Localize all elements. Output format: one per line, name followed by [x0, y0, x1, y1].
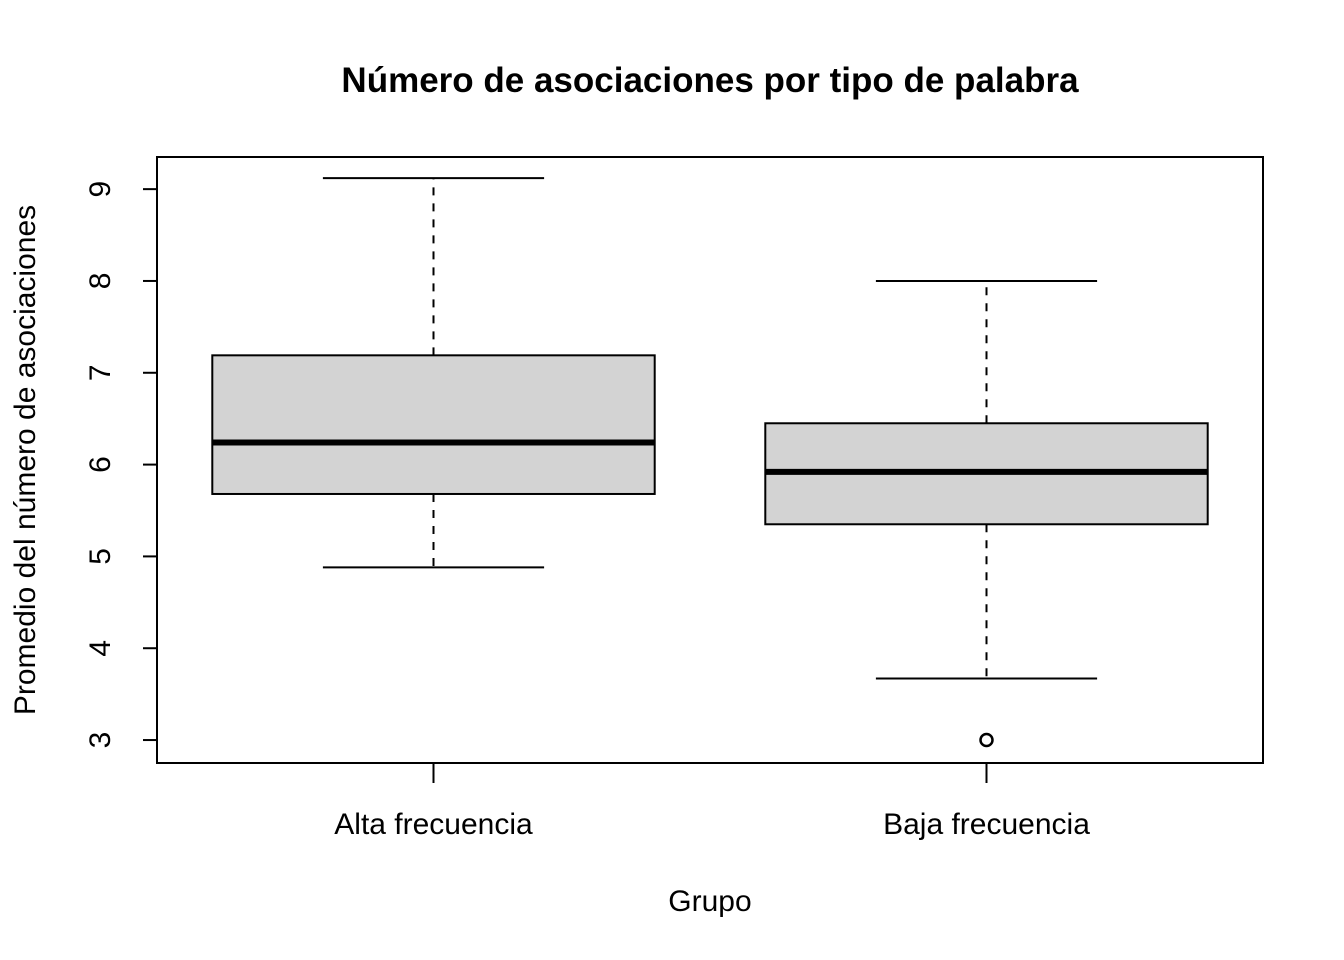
y-tick-label: 6 [84, 456, 117, 473]
y-axis-label: Promedio del número de asociaciones [9, 205, 42, 715]
x-tick-label: Baja frecuencia [883, 808, 1090, 841]
y-tick-label: 5 [84, 548, 117, 565]
boxes [211, 177, 1209, 748]
x-axis: Alta frecuencia Baja frecuencia [334, 763, 1090, 841]
y-tick-label: 3 [84, 732, 117, 749]
box-group [211, 177, 656, 569]
chart-title: Número de asociaciones por tipo de palab… [341, 61, 1079, 100]
x-tick-label: Alta frecuencia [334, 808, 533, 841]
y-tick-label: 4 [84, 640, 117, 657]
y-axis: 3 4 5 6 7 8 9 [84, 181, 157, 749]
plot-frame [156, 156, 1264, 764]
y-tick-label: 8 [84, 273, 117, 290]
outlier-point [979, 732, 994, 748]
x-axis-label: Grupo [668, 885, 751, 918]
y-tick-label: 7 [84, 364, 117, 381]
box-iqr [211, 354, 656, 495]
box-group [764, 279, 1209, 748]
y-tick-label: 9 [84, 181, 117, 198]
